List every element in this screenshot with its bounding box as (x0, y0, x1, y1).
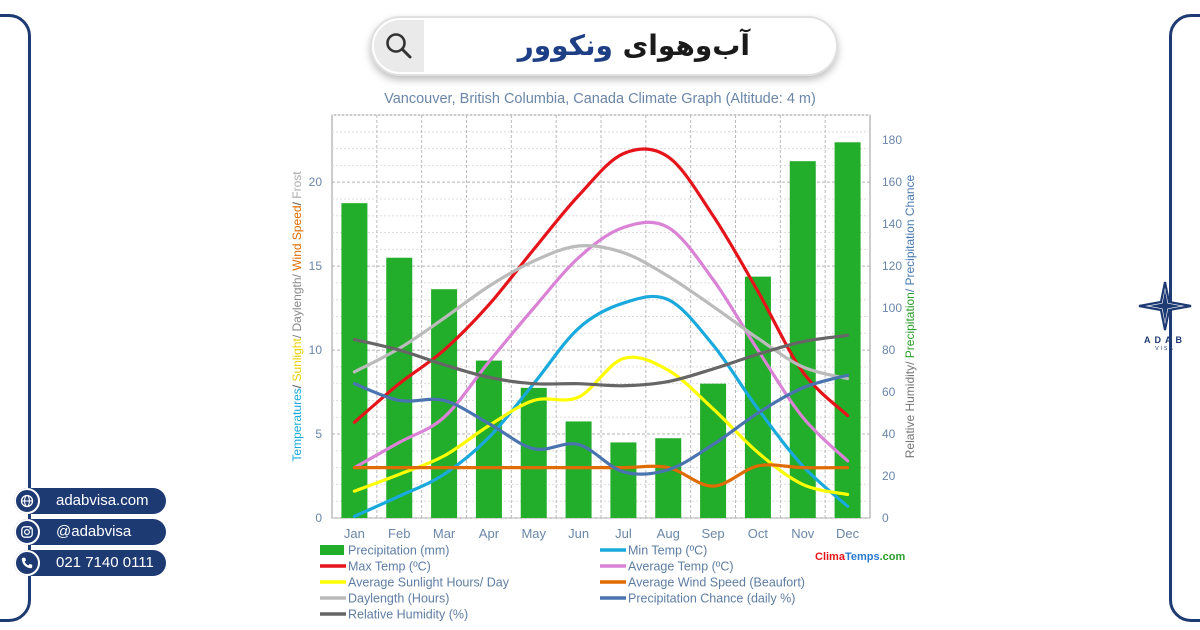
precipitation-bar (565, 421, 592, 518)
x-tick-label: Jun (568, 526, 589, 541)
precipitation-bar (520, 387, 547, 518)
relative-humidity-line (352, 333, 850, 388)
legend-label: Average Wind Speed (Beaufort) (628, 576, 805, 590)
y-left-tick-label: 10 (309, 343, 323, 357)
y-left-tick-label: 15 (309, 259, 323, 273)
search-icon (386, 33, 412, 59)
x-tick-label: Dec (836, 526, 860, 541)
y-left-tick-label: 0 (315, 511, 322, 525)
legend-label: Daylength (Hours) (348, 592, 449, 606)
y-right-tick-label: 120 (882, 259, 902, 273)
y-right-tick-label: 160 (882, 175, 902, 189)
x-tick-label: Jul (615, 526, 632, 541)
precipitation-bar (341, 203, 368, 518)
x-tick-label: Jan (344, 526, 365, 541)
chart-title: Vancouver, British Columbia, Canada Clim… (384, 91, 816, 107)
y-right-tick-label: 80 (882, 343, 896, 357)
legend-label: Average Temp (ºC) (628, 560, 734, 574)
average-sunlight-hours-day-line (352, 355, 850, 497)
x-tick-label: Sep (702, 526, 725, 541)
x-tick-label: Apr (479, 526, 500, 541)
y-right-tick-label: 100 (882, 301, 902, 315)
y-right-tick-label: 180 (882, 133, 902, 147)
y-left-axis-label: Temperatures/ Sunlight/ Daylength/ Wind … (290, 171, 304, 462)
contact-phone[interactable]: 021 7140 0111 (14, 550, 166, 576)
contact-website-text: adabvisa.com (56, 492, 149, 509)
instagram-icon (14, 519, 40, 545)
contact-website[interactable]: adabvisa.com (14, 488, 166, 514)
legend-label: Precipitation (mm) (348, 544, 449, 558)
y-right-tick-label: 40 (882, 427, 896, 441)
legend-swatch (320, 545, 344, 555)
max-temp-c-line (352, 147, 850, 424)
legend-label: Max Temp (ºC) (348, 560, 431, 574)
adab-visa-logo: ADAB VISA (1135, 280, 1195, 352)
title-blue-part: ونکوور (517, 29, 613, 62)
globe-icon (14, 488, 40, 514)
star-logo-icon (1138, 281, 1192, 331)
left-edge-frame (0, 14, 31, 622)
y-right-axis-label: Relative Humidity/ Precipitation/ Precip… (903, 174, 917, 458)
daylength-hours-line (352, 244, 850, 381)
phone-icon (14, 550, 40, 576)
y-right-tick-label: 60 (882, 385, 896, 399)
logo-brand-text: ADAB (1144, 335, 1186, 345)
y-right-tick-label: 0 (882, 511, 889, 525)
precipitation-bar (655, 438, 682, 518)
x-tick-label: May (521, 526, 546, 541)
contact-instagram[interactable]: @adabvisa (14, 519, 166, 545)
y-left-tick-label: 20 (309, 175, 323, 189)
search-button[interactable] (374, 20, 424, 72)
legend-label: Relative Humidity (%) (348, 608, 468, 622)
contact-instagram-text: @adabvisa (56, 523, 132, 540)
average-wind-speed-beaufort-line (352, 463, 850, 488)
page-title: آب‌وهوای ونکوور (518, 26, 750, 66)
y-left-tick-label: 5 (315, 427, 322, 441)
x-tick-label: Oct (748, 526, 769, 541)
title-black-part: آب‌وهوای (622, 29, 750, 62)
legend-label: Min Temp (ºC) (628, 544, 707, 558)
precipitation-bar (834, 142, 861, 519)
precipitation-bar (610, 442, 637, 518)
x-tick-label: Mar (433, 526, 456, 541)
right-edge-frame (1169, 14, 1200, 622)
y-right-tick-label: 20 (882, 469, 896, 483)
legend-label: Average Sunlight Hours/ Day (348, 576, 510, 590)
x-tick-label: Nov (791, 526, 815, 541)
x-tick-label: Feb (388, 526, 410, 541)
legend-label: Precipitation Chance (daily %) (628, 592, 795, 606)
search-bar[interactable]: آب‌وهوای ونکوور (370, 16, 838, 76)
logo-sub-text: VISA (1155, 346, 1175, 352)
precipitation-chance-daily-line (352, 373, 850, 476)
x-tick-label: Aug (657, 526, 680, 541)
climatemps-watermark: ClimaTemps.com (815, 551, 906, 563)
y-right-tick-label: 140 (882, 217, 902, 231)
contact-phone-text: 021 7140 0111 (56, 554, 154, 571)
min-temp-c-line (352, 294, 850, 518)
